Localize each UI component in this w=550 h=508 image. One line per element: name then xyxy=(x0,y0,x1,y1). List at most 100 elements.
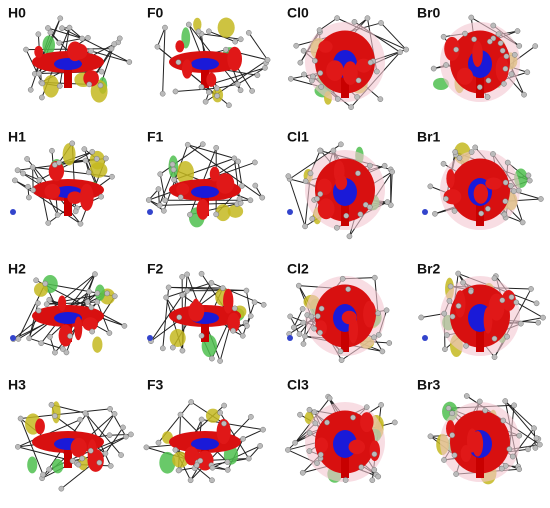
atom xyxy=(198,270,205,277)
atom xyxy=(538,196,544,202)
atom xyxy=(82,157,89,164)
atom xyxy=(224,467,231,473)
atom xyxy=(502,179,509,186)
bond xyxy=(187,144,263,199)
atom xyxy=(17,415,24,422)
isosurface-small xyxy=(205,408,220,423)
atom xyxy=(79,455,85,462)
atom xyxy=(444,332,450,338)
atom xyxy=(312,57,318,64)
atom xyxy=(96,459,103,466)
atom xyxy=(209,355,215,362)
atom xyxy=(159,90,166,97)
atom xyxy=(346,233,353,240)
atom xyxy=(163,294,170,301)
atom xyxy=(366,204,373,210)
atom xyxy=(485,77,492,84)
isosurface-red-lobe xyxy=(206,72,217,87)
atom xyxy=(297,59,304,66)
atom xyxy=(36,70,42,77)
isosurface-red-lobe xyxy=(216,173,235,194)
atom xyxy=(430,65,437,72)
atom xyxy=(56,39,63,46)
atom xyxy=(121,323,128,329)
atom xyxy=(515,187,522,194)
panel-label: F0 xyxy=(147,5,164,21)
isosurface-red-lobe xyxy=(342,61,358,85)
atom xyxy=(378,20,384,26)
isosurface-red-lobe xyxy=(456,67,474,85)
atom xyxy=(453,46,459,53)
atom xyxy=(371,334,377,341)
atom xyxy=(532,43,539,49)
atom xyxy=(25,183,31,190)
bond xyxy=(20,418,44,475)
atom xyxy=(24,156,30,162)
atom xyxy=(57,15,64,22)
atom xyxy=(155,186,162,192)
atom xyxy=(524,69,531,76)
isosurface-red-stem xyxy=(64,442,72,468)
atom xyxy=(451,208,458,214)
molecule-panel xyxy=(285,141,396,240)
atom xyxy=(213,144,220,151)
atom xyxy=(389,168,396,175)
isosurface-small xyxy=(42,35,56,55)
atom xyxy=(455,303,462,309)
atom xyxy=(111,411,118,417)
atom xyxy=(476,398,483,405)
atom xyxy=(498,465,505,472)
atom-n xyxy=(10,335,16,341)
atom xyxy=(463,342,469,349)
atom xyxy=(254,72,261,79)
atom xyxy=(247,313,254,319)
bond xyxy=(84,412,122,456)
isosurface-red-lobe xyxy=(223,288,234,314)
atom xyxy=(23,46,29,53)
atom xyxy=(143,444,150,451)
isosurface-small xyxy=(217,17,235,38)
panel-label: Cl0 xyxy=(287,5,309,21)
atom xyxy=(476,84,483,90)
atom xyxy=(317,329,323,336)
atom xyxy=(379,348,386,355)
atom xyxy=(45,25,51,31)
atom xyxy=(531,425,537,432)
atom xyxy=(491,275,498,282)
isosurface-red-lobe xyxy=(348,439,366,455)
atom xyxy=(26,335,33,342)
atom xyxy=(355,77,362,84)
isosurface-red-lobe xyxy=(176,183,190,196)
atom xyxy=(198,332,205,339)
atom xyxy=(109,173,115,180)
isosurface-red-stem xyxy=(476,190,484,226)
panel-label: F3 xyxy=(147,377,164,393)
bond xyxy=(25,49,43,84)
atom xyxy=(93,155,100,162)
isosurface-red-stem xyxy=(64,190,72,216)
atom xyxy=(517,320,524,327)
atom xyxy=(243,287,250,294)
atom xyxy=(443,195,449,202)
molecule-panel xyxy=(10,271,128,356)
panel-label: F2 xyxy=(147,261,164,277)
isosurface-red-lobe xyxy=(70,437,87,458)
atom xyxy=(312,420,319,427)
atom xyxy=(236,195,243,202)
molecule-panel xyxy=(287,15,409,111)
atom xyxy=(317,451,324,458)
atom xyxy=(252,182,259,189)
atom xyxy=(116,35,123,42)
panel-label: H1 xyxy=(8,129,26,145)
atom xyxy=(249,88,255,94)
isosurface-red-lobe xyxy=(74,316,83,341)
atom xyxy=(468,149,475,155)
atom xyxy=(449,313,456,320)
atom xyxy=(179,347,186,354)
bond xyxy=(319,17,338,31)
atom xyxy=(442,346,448,353)
atom xyxy=(355,170,361,177)
atom xyxy=(500,417,507,424)
atom xyxy=(165,284,172,291)
atom xyxy=(502,198,509,205)
